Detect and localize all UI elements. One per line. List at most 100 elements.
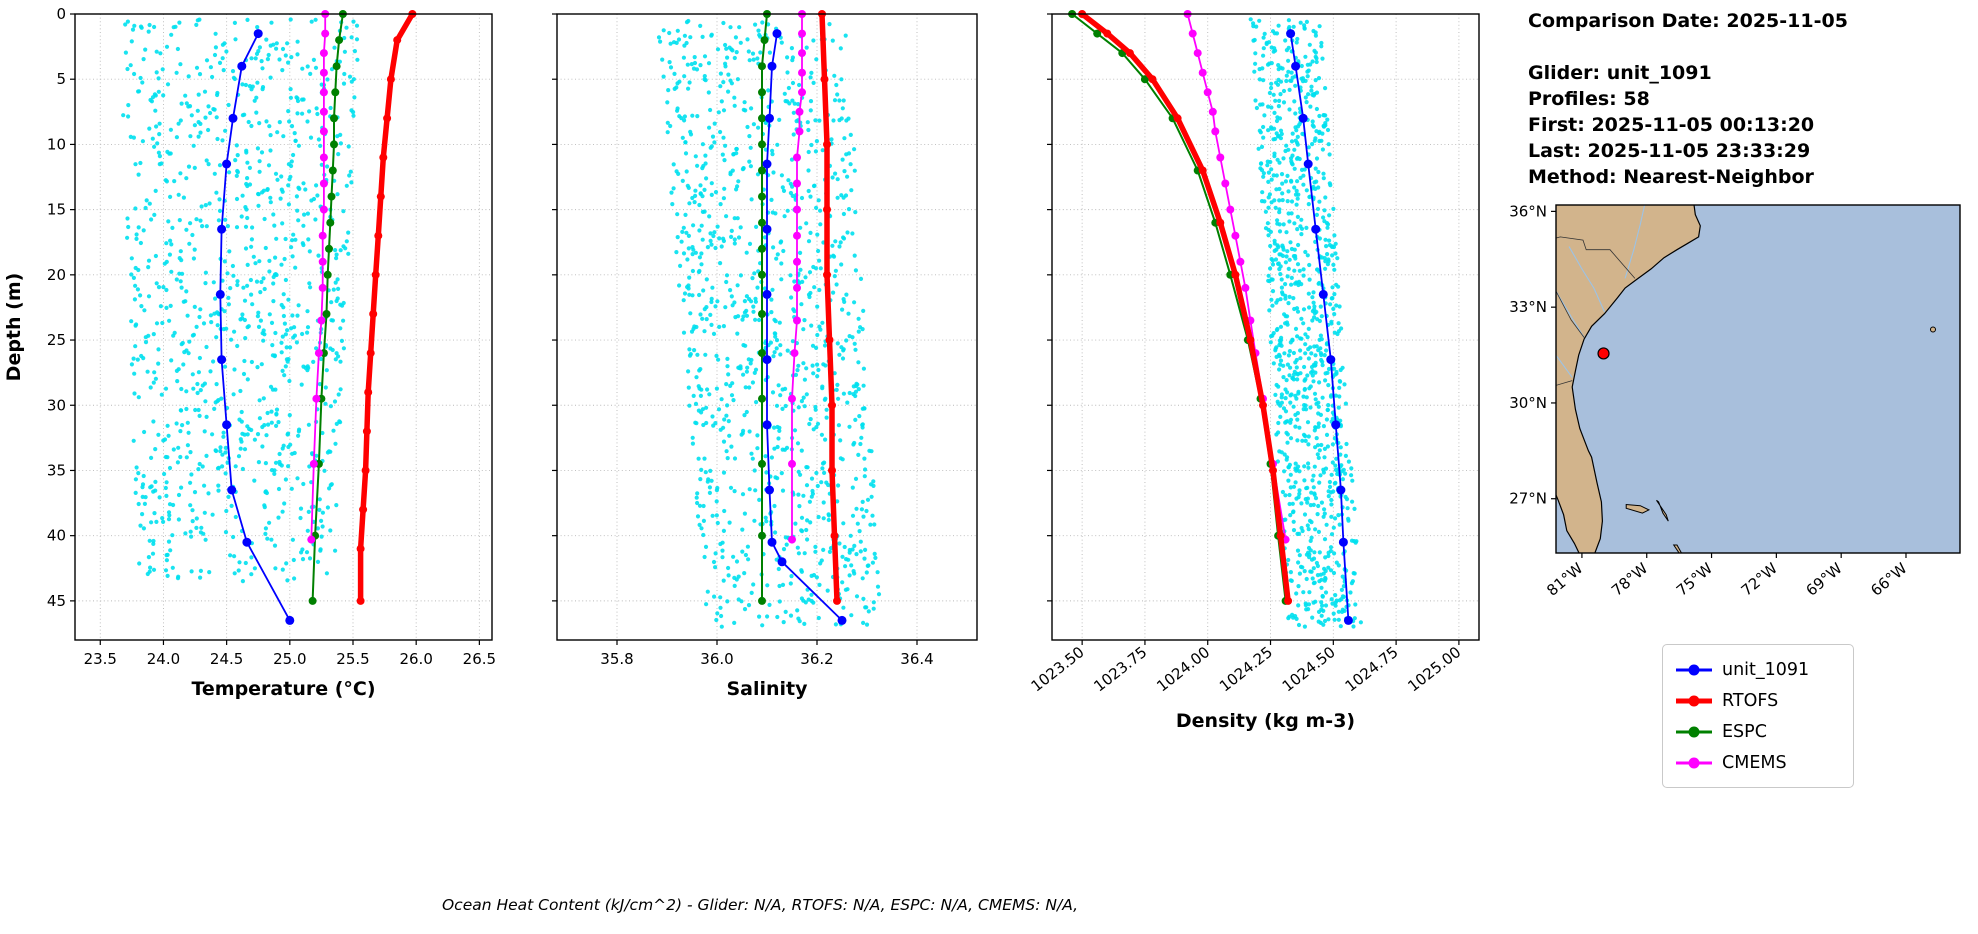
map-island bbox=[1672, 544, 1683, 553]
svg-text:20: 20 bbox=[47, 266, 66, 284]
temperature-cmems-series bbox=[307, 10, 330, 544]
svg-text:24.0: 24.0 bbox=[147, 650, 180, 668]
svg-text:81°W: 81°W bbox=[1543, 559, 1586, 600]
map-river bbox=[1556, 354, 1573, 378]
salinity-xlabel: Salinity bbox=[726, 678, 808, 700]
depth-ylabel: Depth (m) bbox=[3, 273, 25, 382]
legend-label: CMEMS bbox=[1722, 752, 1787, 773]
info-spacer bbox=[1528, 34, 1848, 60]
map-ticks bbox=[1551, 210, 1907, 558]
svg-text:36°N: 36°N bbox=[1509, 202, 1547, 220]
svg-text:78°W: 78°W bbox=[1608, 559, 1651, 600]
svg-text:1024.25: 1024.25 bbox=[1216, 643, 1276, 695]
density-ticks bbox=[1047, 13, 1460, 645]
svg-text:30: 30 bbox=[47, 396, 66, 414]
salinity-panel: 35.8 36.0 36.2 36.4 Salinity bbox=[552, 10, 978, 700]
legend-item-espc: ESPC bbox=[1676, 716, 1840, 747]
legend-label: ESPC bbox=[1722, 721, 1767, 742]
temperature-ticks bbox=[70, 13, 480, 645]
comparison-method: Method: Nearest-Neighbor bbox=[1528, 166, 1814, 188]
svg-text:30°N: 30°N bbox=[1509, 394, 1547, 412]
svg-text:26.5: 26.5 bbox=[463, 650, 496, 668]
svg-text:25: 25 bbox=[47, 331, 66, 349]
density-tick-labels: 1023.50 1023.75 1024.00 1024.25 1024.50 1024.… bbox=[1028, 643, 1465, 695]
svg-text:33°N: 33°N bbox=[1509, 298, 1547, 316]
svg-text:66°W: 66°W bbox=[1867, 559, 1910, 600]
temperature-unit_1091-series bbox=[215, 29, 295, 625]
map-island bbox=[1656, 499, 1669, 522]
salinity-tick-labels: 35.8 36.0 36.2 36.4 bbox=[600, 650, 933, 668]
glider-raw-density-cloud bbox=[1248, 17, 1363, 629]
glider-name: Glider: unit_1091 bbox=[1528, 62, 1712, 84]
glider-raw-salinity-cloud bbox=[656, 18, 882, 629]
svg-text:25.0: 25.0 bbox=[273, 650, 306, 668]
svg-text:1023.50: 1023.50 bbox=[1028, 643, 1088, 695]
svg-text:27°N: 27°N bbox=[1509, 490, 1547, 508]
svg-text:1024.75: 1024.75 bbox=[1342, 643, 1402, 695]
svg-text:0: 0 bbox=[56, 5, 66, 23]
profile-charts: 23.5 24.0 24.5 25.0 25.5 26.0 26.5 0 5 10 15 20 25 30… bbox=[3, 5, 1480, 732]
svg-text:23.5: 23.5 bbox=[84, 650, 117, 668]
density-xlabel: Density (kg m-3) bbox=[1176, 710, 1355, 732]
legend-line-marker bbox=[1676, 694, 1712, 708]
ohc-caption: Ocean Heat Content (kJ/cm^2) - Glider: N… bbox=[441, 896, 1079, 914]
svg-text:69°W: 69°W bbox=[1802, 559, 1845, 600]
map-island-bermuda bbox=[1929, 326, 1936, 333]
map-state-border bbox=[1556, 290, 1585, 338]
svg-text:45: 45 bbox=[47, 592, 66, 610]
svg-text:1024.00: 1024.00 bbox=[1153, 643, 1213, 695]
svg-text:10: 10 bbox=[47, 135, 66, 153]
profiles-count: Profiles: 58 bbox=[1528, 88, 1650, 110]
salinity-unit_1091-series bbox=[762, 29, 847, 625]
svg-text:1025.00: 1025.00 bbox=[1404, 643, 1464, 695]
density-rtofs-series bbox=[1078, 10, 1293, 605]
svg-text:5: 5 bbox=[56, 70, 66, 88]
temperature-grid bbox=[75, 13, 492, 640]
legend-label: RTOFS bbox=[1722, 690, 1779, 711]
salinity-rtofs-series bbox=[818, 10, 841, 605]
svg-text:1023.75: 1023.75 bbox=[1090, 643, 1150, 695]
density-unit_1091-series bbox=[1286, 29, 1353, 625]
salinity-cmems-series bbox=[788, 10, 806, 544]
info-panel: Comparison Date: 2025-11-05 Glider: unit… bbox=[1528, 8, 1848, 190]
svg-text:15: 15 bbox=[47, 201, 66, 219]
glider-position-marker bbox=[1597, 347, 1610, 360]
map-river bbox=[1568, 246, 1606, 313]
svg-text:25.5: 25.5 bbox=[336, 650, 369, 668]
temperature-tick-labels: 23.5 24.0 24.5 25.0 25.5 26.0 26.5 0 5 10 15 20 25 30… bbox=[47, 5, 496, 668]
comparison-date: Comparison Date: 2025-11-05 bbox=[1528, 10, 1848, 32]
svg-text:35: 35 bbox=[47, 461, 66, 479]
legend: unit_1091 RTOFS ESPC CMEMS bbox=[1662, 644, 1854, 788]
temperature-panel: 23.5 24.0 24.5 25.0 25.5 26.0 26.5 0 5 10 15 20 25 30… bbox=[3, 5, 496, 700]
legend-item-unit_1091: unit_1091 bbox=[1676, 654, 1840, 685]
map-state-border bbox=[1556, 380, 1573, 386]
glider-raw-temperature-cloud bbox=[121, 17, 360, 584]
svg-text:1024.50: 1024.50 bbox=[1279, 643, 1339, 695]
last-profile-time: Last: 2025-11-05 23:33:29 bbox=[1528, 140, 1811, 162]
svg-text:26.0: 26.0 bbox=[399, 650, 432, 668]
legend-line-marker bbox=[1676, 663, 1712, 677]
svg-text:36.2: 36.2 bbox=[800, 650, 833, 668]
svg-text:35.8: 35.8 bbox=[600, 650, 633, 668]
density-panel: 1023.50 1023.75 1024.00 1024.25 1024.50 1024.… bbox=[1028, 10, 1480, 732]
density-grid bbox=[1052, 13, 1479, 640]
temperature-xlabel: Temperature (°C) bbox=[191, 678, 375, 700]
map-frame bbox=[1555, 204, 1961, 554]
salinity-ticks bbox=[552, 13, 918, 645]
svg-text:75°W: 75°W bbox=[1673, 559, 1716, 600]
salinity-espc-series bbox=[758, 10, 771, 605]
map-river bbox=[1624, 205, 1646, 279]
map-river bbox=[1556, 290, 1585, 338]
legend-item-rtofs: RTOFS bbox=[1676, 685, 1840, 716]
map-island bbox=[1625, 503, 1651, 514]
svg-text:40: 40 bbox=[47, 527, 66, 545]
legend-item-cmems: CMEMS bbox=[1676, 747, 1840, 778]
map-state-border bbox=[1556, 236, 1636, 279]
temperature-rtofs-series bbox=[356, 10, 417, 605]
first-profile-time: First: 2025-11-05 00:13:20 bbox=[1528, 114, 1815, 136]
map-island bbox=[1658, 558, 1663, 563]
svg-text:72°W: 72°W bbox=[1738, 559, 1781, 600]
svg-text:24.5: 24.5 bbox=[210, 650, 243, 668]
legend-line-marker bbox=[1676, 725, 1712, 739]
map-land bbox=[1556, 205, 1701, 553]
